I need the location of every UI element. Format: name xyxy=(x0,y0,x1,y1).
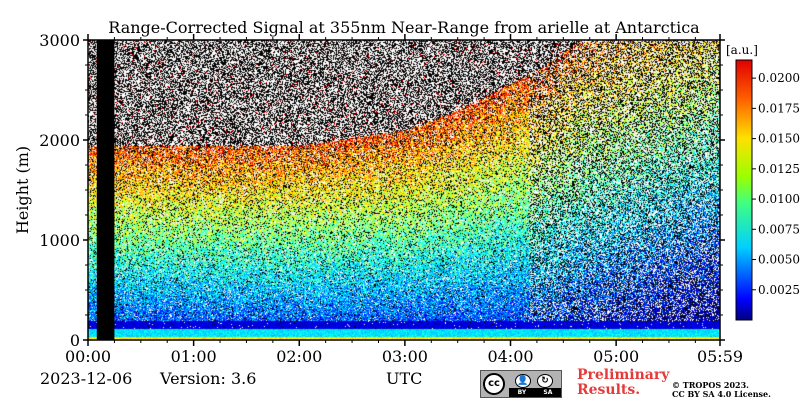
utc-label: UTC xyxy=(386,369,423,388)
copyright-line2: CC BY SA 4.0 License. xyxy=(672,389,771,399)
version-label: Version: 3.6 xyxy=(160,369,257,388)
colorbar xyxy=(735,59,753,321)
y-tick-label: 0 xyxy=(70,331,80,350)
colorbar-tick-label: 0.0025 xyxy=(758,283,800,297)
preliminary-results-label: Preliminary Results. xyxy=(577,367,670,398)
copyright-line1: © TROPOS 2023. xyxy=(672,380,749,390)
sa-icon: ↻ xyxy=(537,374,553,388)
data-gap xyxy=(96,40,115,340)
license-strip: BY SA xyxy=(509,388,561,397)
x-tick-label: 01:00 xyxy=(171,347,217,366)
x-tick-label: 02:00 xyxy=(276,347,322,366)
heatmap-image xyxy=(88,40,720,340)
y-axis: 0 1000 2000 3000 xyxy=(39,31,725,350)
x-tick-label: 05:00 xyxy=(593,347,639,366)
y-tick-label: 3000 xyxy=(39,31,80,50)
colorbar-tick-label: 0.0175 xyxy=(758,101,800,115)
cc-license-badge[interactable]: cc 👤 ↻ BY SA xyxy=(480,370,562,398)
x-tick-label: 03:00 xyxy=(382,347,428,366)
heatmap-area xyxy=(88,40,720,340)
by-text: BY xyxy=(517,389,527,396)
x-tick-label: 04:00 xyxy=(487,347,533,366)
x-axis: 00:00 01:00 02:00 03:00 04:00 05:00 05:59 xyxy=(65,34,743,366)
colorbar-tick-label: 0.0100 xyxy=(758,192,800,206)
colorbar-unit: [a.u.] xyxy=(726,43,758,57)
colorbar-tick-label: 0.0050 xyxy=(758,253,800,267)
date-label: 2023-12-06 xyxy=(40,369,133,388)
sa-text: SA xyxy=(543,389,553,396)
by-icon: 👤 xyxy=(515,374,531,388)
x-tick-label: 05:59 xyxy=(697,347,743,366)
cc-icon: cc xyxy=(483,373,505,395)
y-tick-label: 1000 xyxy=(39,231,80,250)
colorbar-tick-label: 0.0125 xyxy=(758,162,800,176)
chart-title: Range-Corrected Signal at 355nm Near-Ran… xyxy=(108,18,700,37)
y-axis-label: Height (m) xyxy=(13,146,32,234)
colorbar-tick-label: 0.0150 xyxy=(758,132,800,146)
y-tick-label: 2000 xyxy=(39,131,80,150)
colorbar-tick-label: 0.0075 xyxy=(758,222,800,236)
colorbar-ticks: 0.0025 0.0050 0.0075 0.0100 0.0125 0.0150 0.01… xyxy=(752,71,800,297)
copyright-label: © TROPOS 2023. CC BY SA 4.0 License. xyxy=(672,381,797,399)
colorbar-tick-label: 0.0200 xyxy=(758,71,800,85)
x-tick-label: 00:00 xyxy=(65,347,111,366)
